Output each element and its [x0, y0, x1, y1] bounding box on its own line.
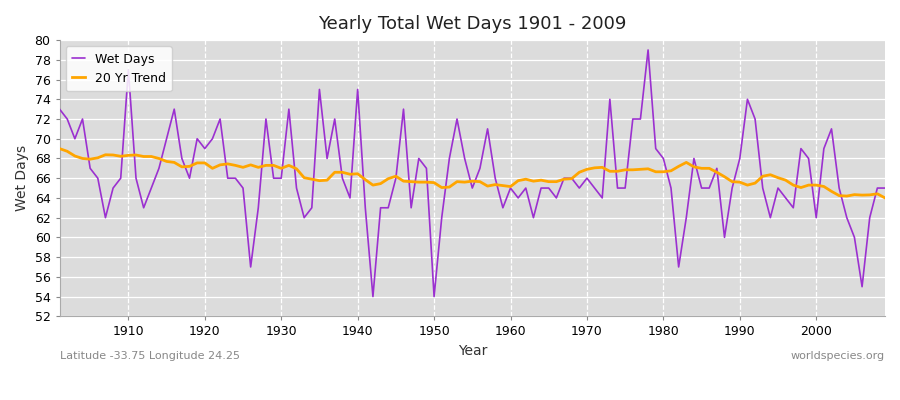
Wet Days — [54, 107, 65, 112]
Wet Days — [329, 117, 340, 122]
Wet Days — [367, 294, 378, 299]
20 Yr Trend — [284, 163, 294, 168]
20 Yr Trend — [498, 183, 508, 188]
Y-axis label: Wet Days: Wet Days — [15, 145, 29, 211]
20 Yr Trend — [54, 146, 65, 151]
Wet Days — [513, 196, 524, 200]
20 Yr Trend — [505, 184, 516, 189]
Text: worldspecies.org: worldspecies.org — [791, 351, 885, 361]
20 Yr Trend — [879, 196, 890, 200]
20 Yr Trend — [329, 170, 340, 175]
Wet Days — [505, 186, 516, 190]
Legend: Wet Days, 20 Yr Trend: Wet Days, 20 Yr Trend — [66, 46, 172, 91]
Title: Yearly Total Wet Days 1901 - 2009: Yearly Total Wet Days 1901 - 2009 — [318, 15, 626, 33]
Line: Wet Days: Wet Days — [59, 50, 885, 296]
Text: Latitude -33.75 Longitude 24.25: Latitude -33.75 Longitude 24.25 — [59, 351, 239, 361]
20 Yr Trend — [597, 165, 608, 170]
Line: 20 Yr Trend: 20 Yr Trend — [59, 149, 885, 198]
Wet Days — [879, 186, 890, 190]
X-axis label: Year: Year — [457, 344, 487, 358]
Wet Days — [284, 107, 294, 112]
20 Yr Trend — [115, 154, 126, 159]
Wet Days — [605, 97, 616, 102]
Wet Days — [115, 176, 126, 180]
Wet Days — [643, 48, 653, 52]
